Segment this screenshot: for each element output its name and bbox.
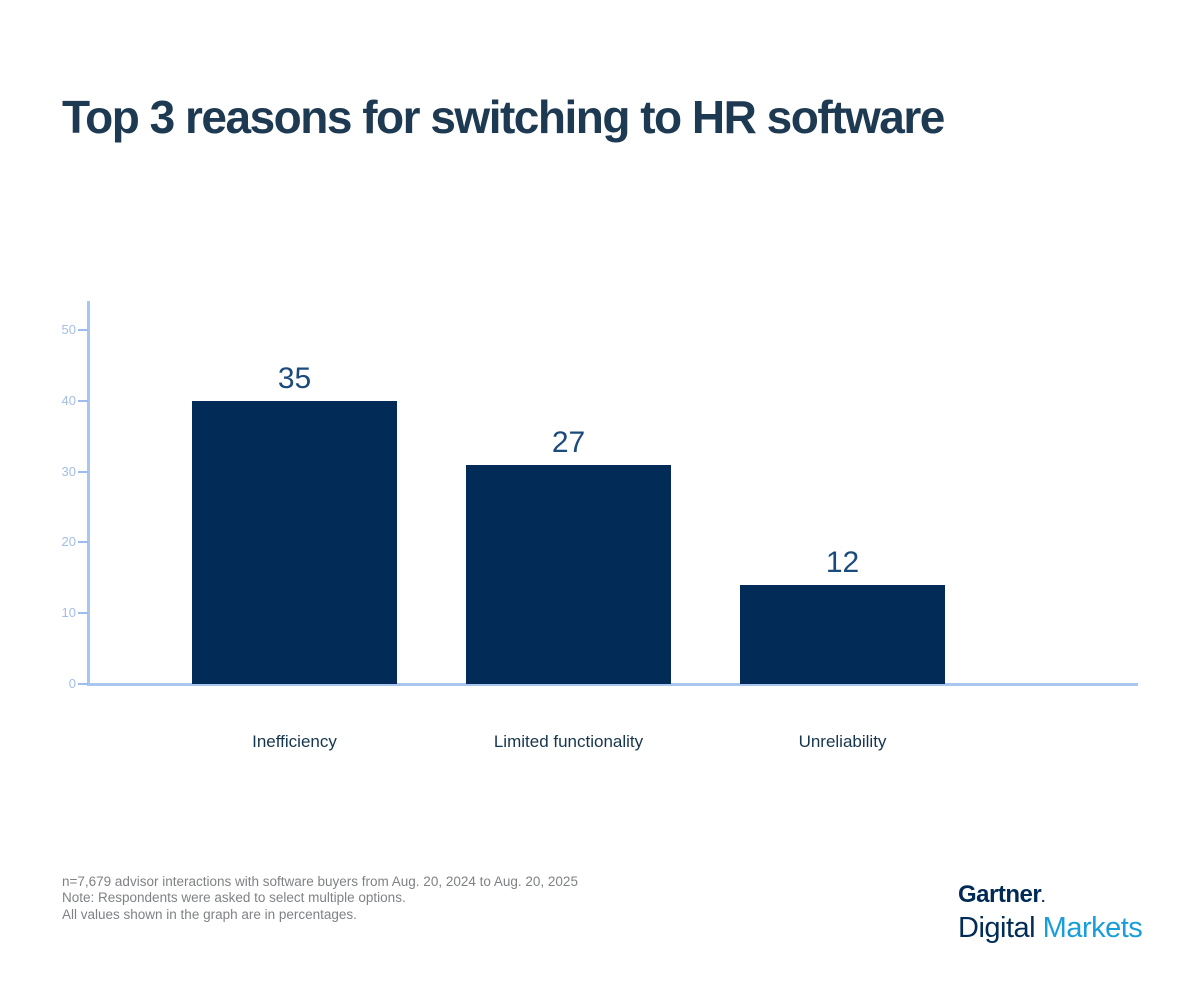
- gartner-digital-markets-logo: Gartner. Digital Markets: [958, 882, 1143, 945]
- bar-value-label: 35: [277, 361, 312, 395]
- logo-markets-word: Markets: [1042, 912, 1143, 944]
- y-tick-label-10: 10: [61, 605, 76, 620]
- bar-group-unreliability: 12 Unreliability: [740, 546, 945, 751]
- bar: [740, 584, 945, 684]
- footnotes: n=7,679 advisor interactions with softwa…: [62, 874, 578, 923]
- y-axis-line: [87, 301, 90, 686]
- logo-trademark-dot: .: [1041, 889, 1045, 905]
- bar-group-inefficiency: 35 Inefficiency: [192, 362, 397, 751]
- y-tick-mark-50: [78, 329, 88, 331]
- footnote-units: All values shown in the graph are in per…: [62, 906, 357, 922]
- y-tick-label-0: 0: [68, 676, 76, 691]
- footnote-sample-size: n=7,679 advisor interactions with softwa…: [62, 874, 578, 889]
- bar: [192, 400, 397, 684]
- bar: [466, 464, 671, 684]
- y-tick-label-40: 40: [61, 393, 76, 408]
- logo-digital-markets-text: Digital Markets: [958, 912, 1143, 944]
- y-tick-label-50: 50: [61, 322, 76, 337]
- category-label: Inefficiency: [252, 732, 337, 751]
- y-tick-label-20: 20: [61, 534, 76, 549]
- logo-digital-word: Digital: [958, 912, 1043, 944]
- logo-gartner-word: Gartner: [958, 881, 1042, 908]
- x-axis-line: [87, 683, 1138, 686]
- bar-value-label: 12: [825, 545, 860, 579]
- footnote-methodology: Note: Respondents were asked to select m…: [62, 890, 406, 906]
- y-tick-mark-40: [78, 400, 88, 402]
- y-tick-mark-0: [78, 683, 88, 685]
- bar-value-label: 27: [551, 425, 586, 459]
- logo-gartner-text: Gartner.: [958, 882, 1142, 910]
- bar-group-limited-functionality: 27 Limited functionality: [466, 426, 671, 751]
- y-tick-label-30: 30: [61, 464, 76, 479]
- category-label: Limited functionality: [493, 732, 644, 751]
- y-tick-mark-10: [78, 612, 88, 614]
- y-tick-mark-30: [78, 471, 88, 473]
- category-label: Unreliability: [798, 732, 887, 751]
- y-tick-mark-20: [78, 541, 88, 543]
- chart-title: Top 3 reasons for switching to HR softwa…: [62, 91, 945, 143]
